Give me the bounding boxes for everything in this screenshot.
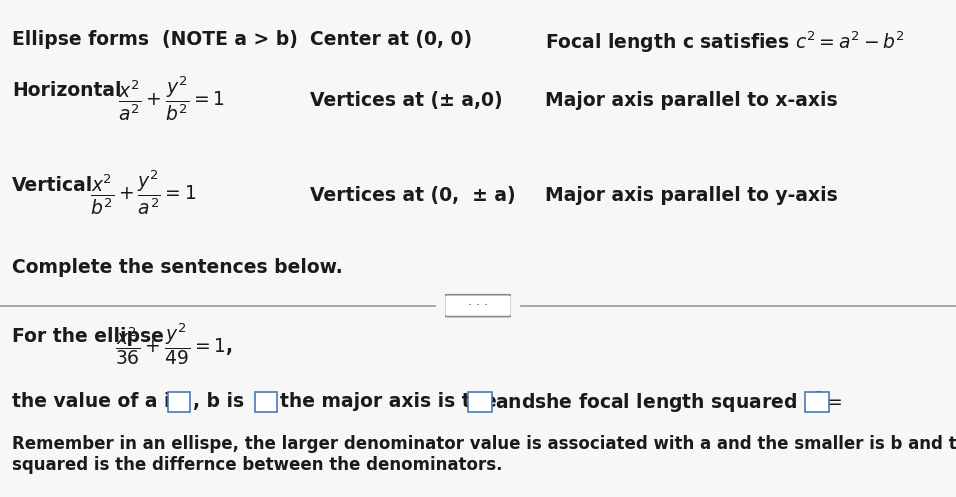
Text: Remember in an ellispe, the larger denominator value is associated with a and th: Remember in an ellispe, the larger denom… [12, 435, 956, 474]
Text: Ellipse forms  (NOTE a > b): Ellipse forms (NOTE a > b) [12, 30, 298, 49]
Text: $\dfrac{x^2}{b^2} + \dfrac{y^2}{a^2} = 1$: $\dfrac{x^2}{b^2} + \dfrac{y^2}{a^2} = 1… [90, 168, 196, 217]
Bar [805, 392, 829, 412]
Text: Center at (0, 0): Center at (0, 0) [310, 30, 472, 49]
Text: Complete the sentences below.: Complete the sentences below. [12, 258, 343, 277]
FancyBboxPatch shape [445, 295, 511, 317]
Text: Major axis parallel to y-axis: Major axis parallel to y-axis [545, 186, 837, 205]
Bar [255, 392, 277, 412]
Text: $\dfrac{x^2}{a^2} + \dfrac{y^2}{b^2} = 1$: $\dfrac{x^2}{a^2} + \dfrac{y^2}{b^2} = 1… [118, 74, 225, 123]
Text: Vertices at (0,  ± a): Vertices at (0, ± a) [310, 186, 515, 205]
Text: Horizontal: Horizontal [12, 81, 121, 100]
Text: · · ·: · · · [468, 299, 488, 312]
Text: For the ellipse: For the ellipse [12, 327, 170, 346]
Text: Focal length c satisfies $c^2 = a^2 - b^2$: Focal length c satisfies $c^2 = a^2 - b^… [545, 30, 905, 56]
Text: the major axis is the: the major axis is the [280, 392, 503, 412]
Text: , b is: , b is [193, 392, 250, 412]
Text: the value of a is: the value of a is [12, 392, 188, 412]
Bar [468, 392, 492, 412]
Text: Vertical: Vertical [12, 176, 94, 195]
Text: andshe focal length squared $c^2 = $: andshe focal length squared $c^2 = $ [495, 389, 842, 414]
Text: Major axis parallel to x-axis: Major axis parallel to x-axis [545, 91, 837, 110]
Text: Vertices at (± a,0): Vertices at (± a,0) [310, 91, 503, 110]
Bar [168, 392, 190, 412]
Text: $\dfrac{x^2}{36} + \dfrac{y^2}{49} = 1$,: $\dfrac{x^2}{36} + \dfrac{y^2}{49} = 1$, [115, 322, 232, 367]
